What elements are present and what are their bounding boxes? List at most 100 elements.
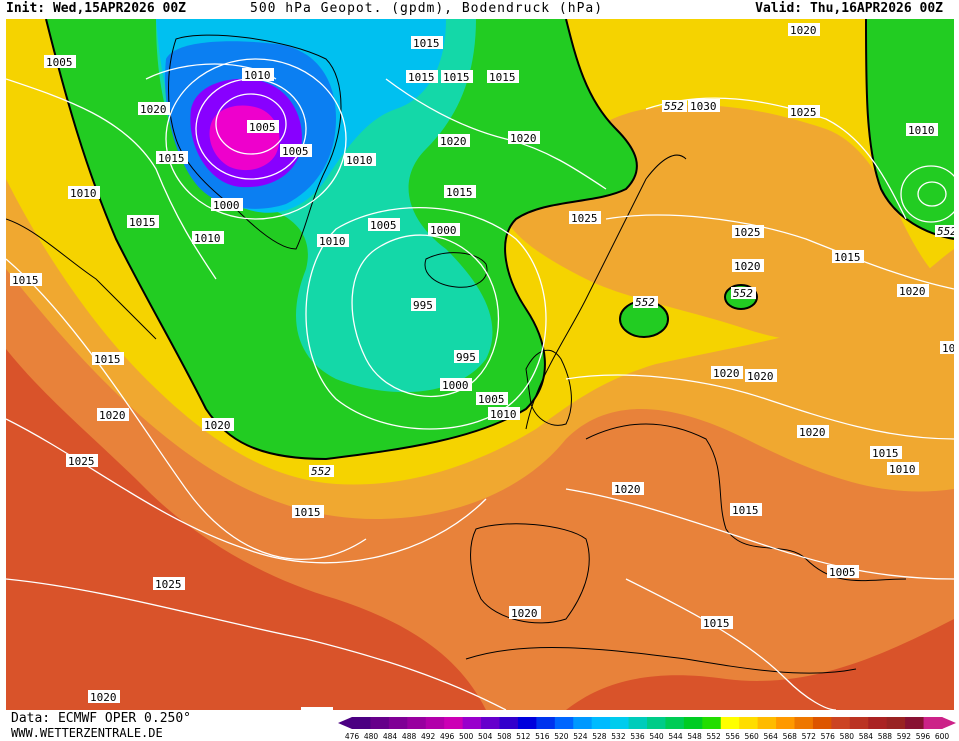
isobar-label-bg	[138, 102, 170, 115]
isobar-label-bg	[444, 185, 476, 198]
isobar-label-bg	[441, 70, 473, 83]
isobar-label-bg	[428, 223, 460, 236]
color-scale-swatch	[812, 717, 832, 729]
isobar	[900, 165, 954, 223]
isobar-label: 1020	[942, 342, 954, 355]
color-scale-swatch	[388, 717, 408, 729]
color-scale-tick-label: 488	[402, 732, 417, 740]
isobar-label: 1025	[734, 226, 761, 239]
color-scale-swatch	[849, 717, 869, 729]
color-scale-swatch	[407, 717, 427, 729]
color-scale-swatches	[338, 717, 956, 729]
isobar-label-bg	[156, 151, 188, 164]
isobar-label-bg	[192, 231, 224, 244]
color-scale-swatch	[665, 717, 685, 729]
gph-field-deep-orange	[6, 349, 486, 710]
isobar-label: 1000	[430, 224, 457, 237]
isobar-label: 1030	[690, 100, 717, 113]
color-scale-swatch	[776, 717, 795, 729]
color-scale-swatch	[683, 717, 703, 729]
isobar-label: 1020	[510, 132, 537, 145]
isobar-label-bg	[788, 105, 820, 118]
color-scale-swatch	[886, 717, 906, 729]
color-scale-tick-label: 568	[783, 732, 798, 740]
isobar-label-bg	[730, 503, 762, 516]
isobar-label: 1005	[478, 393, 505, 406]
isobar	[645, 97, 907, 220]
isobar-label: 1025	[68, 455, 95, 468]
isobar-label-bg	[612, 482, 644, 495]
color-scale-swatch	[536, 717, 556, 729]
isobar	[625, 578, 837, 710]
color-scale-tick-label: 520	[554, 732, 569, 740]
isobar-label-bg	[487, 70, 519, 83]
isobar-label: 1010	[319, 235, 346, 248]
isobar-label: 995	[456, 351, 476, 364]
coastline-north-africa	[465, 646, 857, 674]
isobar-label: 1010	[244, 69, 271, 82]
color-scale-tick-label: 536	[630, 732, 645, 740]
color-scale-swatch	[462, 717, 482, 729]
color-scale-swatch	[499, 717, 519, 729]
isobar-label-bg	[887, 462, 919, 475]
isobar-label-bg	[940, 341, 954, 354]
isobar-label: 1005	[46, 56, 73, 69]
coastline-iberia	[470, 523, 590, 624]
isobar-label: 1015	[834, 251, 861, 264]
isobar-label-bg	[66, 454, 98, 467]
color-scale-tick-label: 516	[535, 732, 550, 740]
gph-label-bg	[731, 287, 756, 299]
isobar-label-bg	[411, 36, 443, 49]
isobars	[6, 58, 954, 710]
isobar-label: 1015	[408, 71, 435, 84]
color-scale-tick-label: 492	[421, 732, 436, 740]
isobar	[165, 58, 347, 220]
isobar-label-bg	[870, 446, 902, 459]
isobar-label-bg	[292, 505, 324, 518]
gph-contour-label: 552	[733, 287, 753, 300]
color-scale-tick-label: 540	[649, 732, 664, 740]
color-scale-swatch	[794, 717, 814, 729]
isobar-label: 1020	[140, 103, 167, 116]
color-scale-swatch	[757, 717, 777, 729]
isobar-label: 1020	[99, 409, 126, 422]
color-scale-swatch	[352, 717, 371, 729]
gph-field-deep-orange-se	[566, 619, 954, 710]
isobar-label-bg	[732, 225, 764, 238]
gph-field-green-low-1	[620, 301, 668, 337]
isobar-label: 1010	[908, 124, 935, 137]
color-scale-tick-label: 528	[592, 732, 607, 740]
color-scale-swatch	[720, 717, 740, 729]
isobar-label-bg	[745, 369, 777, 382]
color-scale-tick-label: 572	[802, 732, 817, 740]
weather-map: 1005 1015 1010 1015 1015 1015 1020 1005 1005 1020…	[6, 19, 954, 710]
color-scale-tick-label: 564	[764, 732, 779, 740]
isobar-label-bg	[688, 99, 720, 112]
website-label: WWW.WETTERZENTRALE.DE	[11, 726, 163, 740]
isobar-label: 1025	[571, 212, 598, 225]
isobar	[351, 234, 500, 398]
isobar-label: 1005	[829, 566, 856, 579]
color-scale-tick-label: 480	[364, 732, 379, 740]
color-scale-tick-label: 584	[859, 732, 874, 740]
isobar-label: 1015	[443, 71, 470, 84]
isobar-label-bg	[97, 408, 129, 421]
isobar-label: 1020	[614, 483, 641, 496]
isobar-label-bg	[92, 352, 124, 365]
isobar-label: 1020	[747, 370, 774, 383]
isobar-label: 1000	[442, 379, 469, 392]
isobar-label-bg	[247, 120, 279, 133]
color-scale-tick-label: 600	[935, 732, 950, 740]
gph-label-bg	[662, 100, 687, 112]
color-scale-swatch	[591, 717, 611, 729]
color-scale-tick-label: 476	[345, 732, 360, 740]
isobar	[6, 78, 217, 280]
isobar-label-bg	[242, 68, 274, 81]
gph-labels: 552 552 552 552 552	[309, 100, 954, 478]
isobar-label-bg	[897, 284, 929, 297]
isobar-label-bg	[44, 55, 76, 68]
gph-label-bg	[935, 225, 954, 237]
isobar-label: 1015	[489, 71, 516, 84]
color-scale-swatch	[610, 717, 630, 729]
coastline-norway	[525, 154, 687, 430]
